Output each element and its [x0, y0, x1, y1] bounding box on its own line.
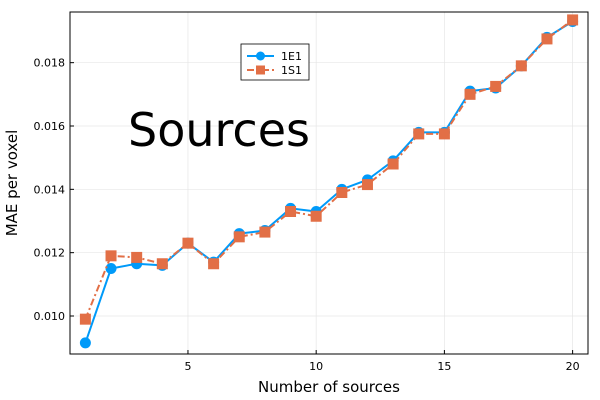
x-tick-label: 15 [437, 360, 451, 373]
data-point-1s1 [182, 237, 194, 249]
y-tick-label: 0.010 [34, 310, 66, 323]
data-point-1e1 [79, 337, 91, 349]
series-1e1 [79, 16, 579, 349]
x-tick-label: 10 [309, 360, 323, 373]
data-point-1s1 [79, 313, 91, 325]
data-point-1s1 [336, 187, 348, 198]
axis-ticks: 5 10 15 20 0.010 0.012 0.014 0.016 0.018 [34, 57, 580, 373]
legend-marker-1E1 [256, 51, 265, 61]
series-layer [79, 14, 579, 349]
y-axis-label: MAE per voxel [3, 130, 21, 237]
legend-box [240, 43, 310, 81]
y-tick-label: 0.018 [34, 57, 66, 70]
data-point-1s1 [438, 128, 450, 140]
grid [70, 12, 588, 354]
legend-label-1E1: 1E1 [281, 50, 302, 63]
data-point-1s1 [105, 250, 117, 262]
data-point-1s1 [464, 88, 476, 100]
data-point-1s1 [361, 179, 373, 191]
data-point-1s1 [259, 226, 271, 238]
series-line-1e1 [84, 20, 574, 344]
series-1s1 [79, 14, 579, 325]
data-point-1s1 [515, 60, 527, 72]
data-point-1s1 [208, 258, 220, 270]
data-point-1s1 [285, 206, 297, 217]
y-tick-label: 0.014 [34, 183, 66, 196]
data-point-1e1 [105, 263, 117, 274]
x-axis-label: Number of sources [258, 378, 400, 396]
series-line-1s1 [84, 19, 574, 320]
x-tick-label: 20 [566, 360, 580, 373]
chart-annotation: Sources [128, 103, 310, 157]
plot-frame [69, 11, 589, 355]
data-point-1s1 [413, 128, 425, 140]
data-point-1s1 [233, 231, 245, 243]
data-point-1s1 [490, 80, 502, 92]
y-tick-label: 0.016 [34, 120, 66, 133]
data-point-1s1 [541, 33, 553, 45]
data-point-1s1 [156, 258, 168, 270]
y-tick-label: 0.012 [34, 247, 66, 260]
x-tick-label: 5 [184, 360, 191, 373]
legend-marker-1S1 [256, 65, 265, 75]
data-point-1s1 [310, 210, 322, 222]
data-point-1s1 [387, 158, 399, 170]
legend-label-1S1: 1S1 [281, 64, 302, 77]
data-point-1s1 [567, 14, 579, 26]
legend: 1E1 1S1 [240, 43, 310, 81]
data-point-1s1 [131, 251, 143, 263]
